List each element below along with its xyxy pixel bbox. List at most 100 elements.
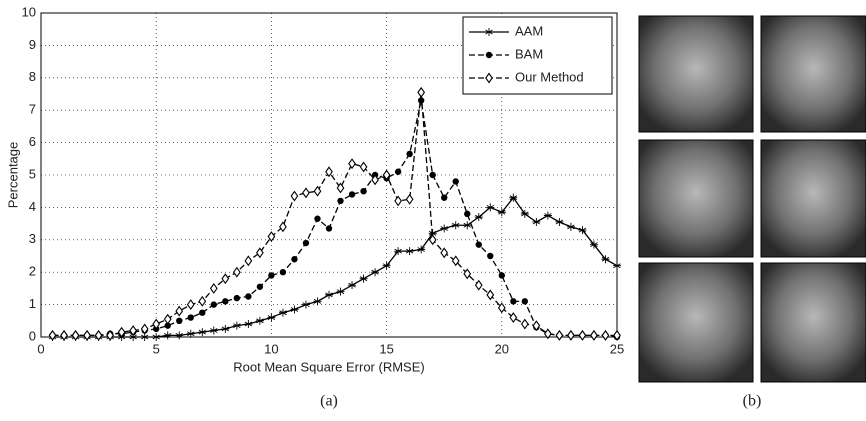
marker <box>509 312 518 324</box>
marker <box>268 272 275 279</box>
marker <box>290 305 299 314</box>
marker <box>302 239 310 247</box>
marker <box>140 323 149 335</box>
marker <box>417 86 426 98</box>
marker <box>198 295 207 307</box>
marker <box>267 313 276 322</box>
marker <box>290 190 299 202</box>
marker <box>302 187 310 199</box>
marker <box>543 211 552 220</box>
x-tick-label: 25 <box>610 341 624 356</box>
x-axis-label: Root Mean Square Error (RMSE) <box>233 359 424 374</box>
face-image <box>638 262 754 383</box>
marker <box>451 221 460 230</box>
marker <box>429 171 436 179</box>
marker <box>509 193 518 202</box>
y-tick-label: 0 <box>29 328 36 343</box>
marker <box>452 178 459 185</box>
marker <box>278 308 287 317</box>
marker <box>589 240 598 249</box>
marker <box>348 158 356 170</box>
marker <box>199 309 206 316</box>
marker <box>255 316 264 325</box>
marker <box>336 182 345 194</box>
marker <box>521 298 529 305</box>
face-image <box>760 262 866 383</box>
marker <box>497 208 506 217</box>
marker <box>314 215 321 222</box>
marker <box>417 245 426 254</box>
marker <box>209 282 218 294</box>
y-tick-label: 8 <box>29 69 36 84</box>
marker <box>555 329 564 341</box>
y-axis-label: Percentage <box>5 142 20 209</box>
y-tick-label: 3 <box>29 231 36 246</box>
marker <box>233 294 241 302</box>
marker <box>106 329 114 341</box>
y-tick-label: 9 <box>29 37 36 52</box>
y-tick-label: 1 <box>29 296 36 311</box>
legend-label: BAM <box>515 46 543 61</box>
marker <box>175 305 184 317</box>
marker <box>129 325 138 336</box>
marker <box>485 72 493 84</box>
legend-label: Our Method <box>515 69 584 84</box>
marker <box>60 329 68 341</box>
marker <box>232 321 241 330</box>
marker <box>186 329 195 338</box>
marker <box>406 150 413 158</box>
marker <box>360 188 367 195</box>
marker <box>198 328 207 337</box>
legend-label: AAM <box>515 23 543 38</box>
marker <box>244 255 253 267</box>
marker <box>221 324 230 333</box>
marker <box>601 255 610 264</box>
marker <box>140 333 149 341</box>
marker <box>463 221 472 230</box>
marker <box>382 261 391 270</box>
marker <box>485 28 493 36</box>
x-tick-label: 5 <box>153 341 160 356</box>
marker <box>440 224 449 233</box>
y-tick-label: 10 <box>22 4 36 19</box>
marker <box>382 169 391 181</box>
face-image <box>638 139 754 258</box>
marker <box>532 320 541 332</box>
series-line <box>52 196 618 338</box>
caption: (b) <box>743 393 762 410</box>
marker <box>244 320 253 329</box>
marker <box>485 51 493 59</box>
marker <box>301 300 310 309</box>
marker <box>578 329 587 341</box>
marker <box>175 331 184 340</box>
marker <box>359 274 368 283</box>
marker <box>428 234 437 246</box>
face-image <box>638 15 754 133</box>
marker <box>325 166 333 178</box>
marker <box>325 225 333 232</box>
marker <box>267 231 276 243</box>
marker <box>232 266 241 278</box>
marker <box>451 255 460 267</box>
marker <box>578 226 587 235</box>
marker <box>71 329 80 341</box>
x-tick-label: 0 <box>37 341 44 356</box>
marker <box>245 293 252 300</box>
marker <box>567 329 575 341</box>
marker <box>313 297 322 306</box>
marker <box>348 281 357 290</box>
marker <box>405 193 414 205</box>
marker <box>291 256 298 263</box>
marker <box>256 247 264 259</box>
x-tick-label: 20 <box>495 341 509 356</box>
marker <box>555 217 564 226</box>
marker <box>486 203 495 212</box>
marker <box>498 272 505 279</box>
series-line <box>52 92 617 337</box>
marker <box>486 289 495 301</box>
marker <box>394 247 403 256</box>
marker <box>83 329 91 341</box>
marker <box>474 213 483 222</box>
marker <box>94 329 103 341</box>
